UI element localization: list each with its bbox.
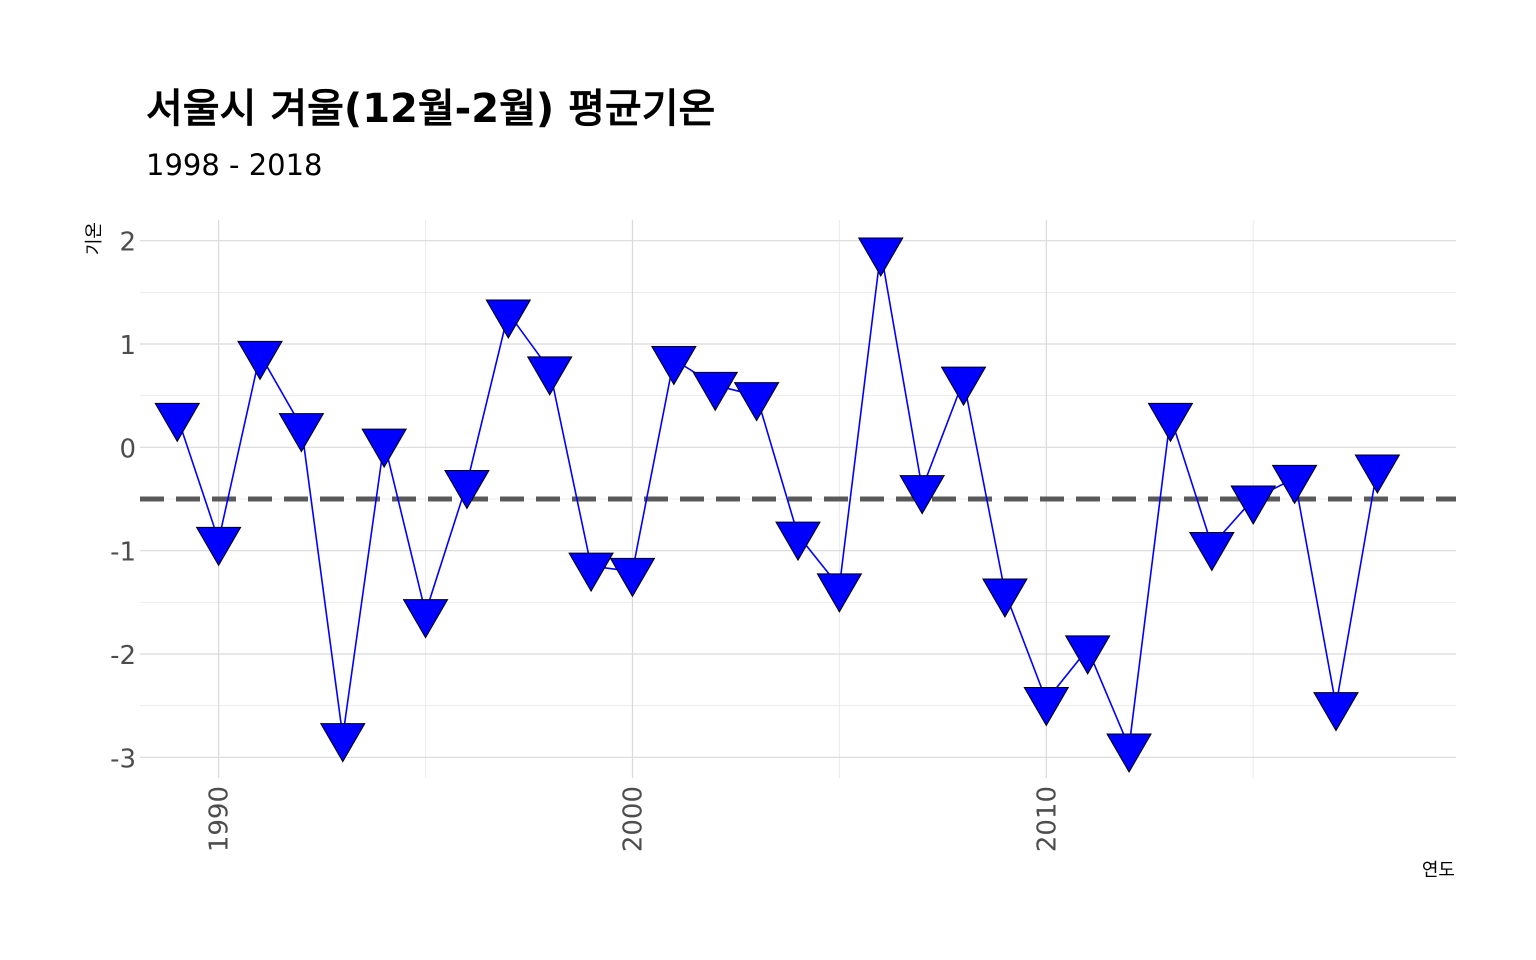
data-point — [857, 237, 904, 277]
data-point — [402, 599, 449, 639]
series-line — [176, 250, 1379, 751]
x-tick-label: 2000 — [618, 786, 648, 852]
y-tick-label: 1 — [119, 331, 136, 361]
data-point — [1188, 532, 1235, 572]
y-tick-label: 0 — [119, 434, 136, 464]
data-point — [1023, 687, 1070, 727]
chart-title: 서울시 겨울(12월-2월) 평균기온 — [146, 86, 716, 132]
data-point — [278, 413, 325, 453]
data-point — [568, 552, 614, 593]
data-point — [1230, 485, 1277, 525]
data-point — [692, 371, 739, 412]
y-tick-labels: -3 -2 -1 0 1 2 — [110, 228, 136, 775]
data-point — [899, 475, 946, 515]
data-point — [1313, 692, 1359, 732]
data-point — [195, 526, 242, 567]
markers — [154, 237, 1401, 773]
data-point — [816, 573, 863, 613]
data-point — [940, 366, 987, 407]
x-axis-title: 연도 — [1422, 860, 1455, 881]
y-tick-label: -1 — [110, 538, 136, 568]
x-tick-label: 1990 — [205, 786, 235, 852]
data-point — [1147, 402, 1194, 443]
y-tick-label: 2 — [119, 228, 136, 258]
data-point — [1106, 733, 1152, 773]
data-point — [154, 402, 201, 443]
x-tick-label: 2010 — [1032, 786, 1062, 852]
data-point — [526, 356, 573, 396]
x-tick-labels: 1990 2000 2010 — [205, 786, 1063, 852]
y-axis-title: 기온 — [84, 222, 105, 255]
y-tick-label: -2 — [110, 641, 136, 671]
data-point — [485, 299, 532, 339]
data-point — [361, 428, 408, 469]
data-point — [319, 723, 366, 763]
data-point — [444, 470, 490, 510]
y-tick-label: -3 — [110, 744, 136, 774]
data-point — [650, 346, 697, 386]
data-point — [733, 382, 780, 422]
data-point — [1271, 464, 1318, 505]
data-point — [609, 557, 656, 598]
data-point — [1064, 635, 1111, 675]
data-point — [237, 340, 283, 381]
data-point — [775, 521, 821, 562]
data-point — [1354, 454, 1401, 494]
chart-subtitle: 1998 - 2018 — [146, 148, 323, 182]
data-point — [982, 578, 1028, 618]
